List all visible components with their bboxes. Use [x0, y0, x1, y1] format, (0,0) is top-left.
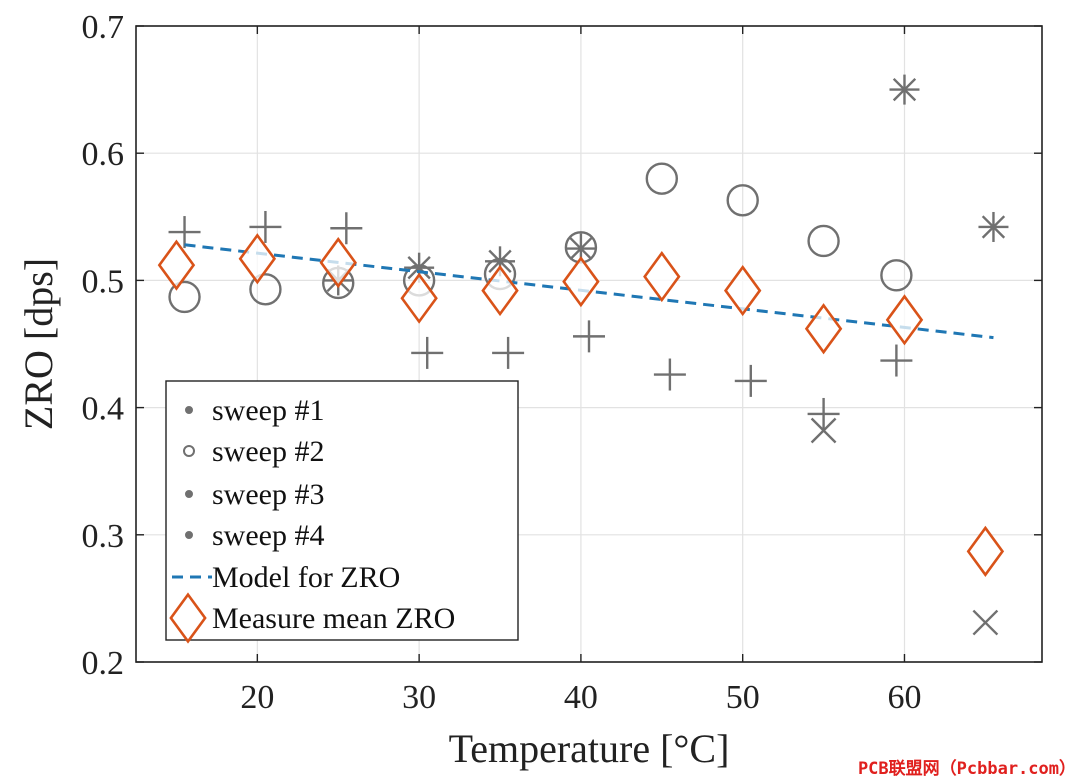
legend-label: Model for ZRO	[212, 561, 400, 594]
sweep-4-point	[573, 320, 605, 353]
axis-ticks: 20 30 40 50 60 0.2 0.3 0.4 0.5 0.6 0.7	[82, 9, 1042, 716]
legend-item: Model for ZRO	[172, 561, 400, 594]
x-tick-label: 20	[240, 679, 274, 716]
watermark: PCB联盟网（Pcbbar.com）	[858, 758, 1076, 779]
mean-zro-point	[723, 264, 762, 317]
sweep-4-point	[734, 364, 767, 397]
x-tick-label: 30	[402, 679, 436, 716]
legend-box	[165, 380, 519, 641]
sweep-2-point	[249, 273, 282, 306]
legend-item: Measure mean ZRO	[169, 592, 455, 644]
model-line	[184, 243, 994, 340]
legend-label: sweep #3	[212, 478, 324, 511]
sweep-4-point	[249, 210, 282, 243]
legend-dot-symbol	[185, 406, 193, 414]
legend-dot-symbol	[183, 445, 195, 457]
mean-zro-point	[885, 294, 924, 346]
mean-zro-point	[804, 303, 843, 355]
sweep-3-point	[972, 609, 999, 636]
sweep-4-point	[492, 336, 525, 369]
y-tick-label: 0.5	[82, 263, 125, 300]
mean-zro-point	[400, 272, 438, 324]
sweep-1-point	[978, 211, 1009, 242]
sweep-4-point	[411, 336, 444, 369]
legend-dot-symbol	[185, 490, 193, 498]
sweep-4-point	[330, 212, 363, 245]
legend-item: sweep #3	[185, 478, 324, 511]
legend-diamond-symbol	[169, 592, 207, 644]
legend-dot-symbol	[185, 531, 193, 539]
sweep-2-point	[645, 162, 679, 195]
sweep-4-point	[653, 358, 686, 391]
sweep-2-point	[880, 259, 913, 292]
sweep-4-point	[880, 344, 913, 377]
mean-zro-point	[562, 256, 600, 308]
mean-zro-point	[643, 250, 681, 303]
plot-frame	[135, 25, 1043, 663]
x-tick-label: 60	[887, 679, 921, 716]
legend-label: Measure mean ZRO	[212, 602, 455, 635]
y-tick-label: 0.2	[82, 645, 125, 682]
data-marks	[157, 74, 1009, 636]
legend-item: sweep #4	[185, 519, 324, 552]
mean-zro-point	[481, 264, 519, 317]
sweep-3-point	[810, 417, 837, 444]
mean-zro-point	[238, 233, 277, 285]
sweep-2-point	[726, 184, 759, 217]
mean-zro-point	[319, 236, 357, 289]
sweep-1-point	[889, 74, 920, 105]
legend-item: sweep #2	[183, 435, 324, 468]
legend-item: sweep #1	[185, 394, 324, 427]
y-axis-label: ZRO [dps]	[16, 258, 61, 430]
legend-label: sweep #4	[212, 519, 324, 552]
mean-zro-point	[157, 239, 196, 291]
sweep-2-point	[807, 224, 840, 258]
legend: sweep #1 sweep #2 sweep #3 sweep #4 Model fo…	[165, 380, 519, 644]
sweep-4-point	[807, 397, 840, 430]
y-tick-label: 0.7	[82, 9, 125, 46]
y-tick-label: 0.3	[82, 518, 125, 555]
legend-label: sweep #2	[212, 435, 324, 468]
mean-zro-point	[966, 525, 1005, 577]
x-axis-label: Temperature [°C]	[449, 726, 730, 771]
sweep-4-point	[168, 216, 201, 249]
sweep-2-point	[168, 280, 201, 314]
y-tick-label: 0.6	[82, 136, 125, 173]
y-tick-label: 0.4	[82, 391, 125, 428]
x-tick-label: 40	[564, 679, 598, 716]
legend-label: sweep #1	[212, 394, 324, 427]
x-tick-label: 50	[726, 679, 760, 716]
